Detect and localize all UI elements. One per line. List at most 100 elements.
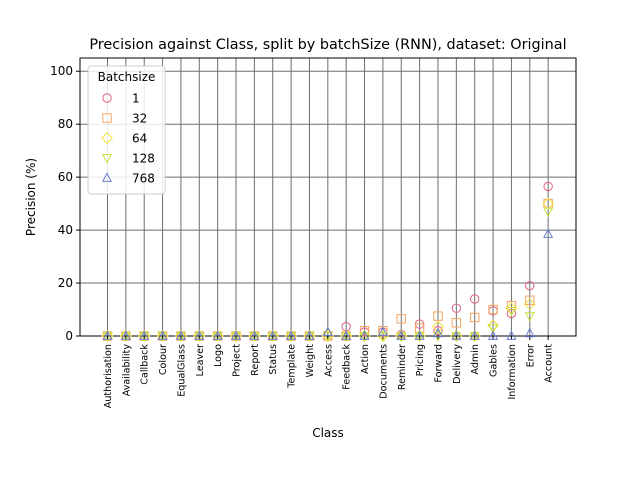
data-point-128 bbox=[120, 332, 131, 342]
data-point-768 bbox=[286, 330, 297, 340]
x-tick-label: Template bbox=[287, 344, 298, 389]
x-tick-label: Information bbox=[507, 344, 518, 400]
x-tick-label: Authorisation bbox=[103, 344, 114, 408]
data-point-768 bbox=[414, 330, 425, 340]
x-axis-label: Class bbox=[312, 426, 344, 440]
data-point-1 bbox=[543, 181, 553, 192]
data-point-768 bbox=[175, 330, 186, 340]
data-point-128 bbox=[194, 332, 205, 342]
x-tick-label: Colour bbox=[158, 344, 169, 375]
data-point-128 bbox=[377, 332, 388, 342]
x-tick-label: Pricing bbox=[415, 344, 426, 376]
data-point-128 bbox=[286, 332, 297, 342]
data-point-768 bbox=[194, 330, 205, 340]
x-tick-label: EqualGlass bbox=[176, 344, 187, 397]
data-point-768 bbox=[432, 327, 444, 338]
data-point-768 bbox=[230, 330, 242, 340]
data-point-768 bbox=[396, 330, 407, 340]
data-point-128 bbox=[212, 332, 223, 342]
data-point-64 bbox=[432, 320, 444, 333]
data-point-768 bbox=[157, 330, 168, 340]
data-point-32 bbox=[488, 304, 498, 315]
legend-label: 1 bbox=[132, 92, 140, 106]
data-point-128 bbox=[102, 332, 113, 342]
data-point-128 bbox=[230, 332, 242, 342]
x-tick-label: Feedback bbox=[342, 344, 353, 390]
legend: Batchsize 1 32 64 128 768 bbox=[87, 65, 166, 195]
data-point-1 bbox=[451, 303, 462, 313]
data-point-128 bbox=[359, 332, 370, 342]
data-point-768 bbox=[488, 330, 499, 340]
data-point-768 bbox=[506, 330, 517, 340]
x-tick-label: Action bbox=[360, 344, 371, 374]
data-point-32 bbox=[433, 311, 443, 321]
data-point-768 bbox=[341, 330, 352, 340]
data-point-64 bbox=[505, 302, 518, 315]
x-tick-label: Account bbox=[544, 344, 555, 383]
legend-marker-768 bbox=[101, 172, 113, 182]
data-point-768 bbox=[377, 326, 388, 336]
data-point-1 bbox=[433, 326, 443, 336]
data-point-128 bbox=[396, 332, 407, 342]
chart-title: Precision against Class, split by batchS… bbox=[89, 37, 566, 53]
data-point-768 bbox=[451, 330, 462, 340]
x-tick-label: Weight bbox=[305, 344, 316, 378]
y-axis-label: Precision (%) bbox=[24, 158, 38, 236]
data-point-128 bbox=[322, 332, 333, 342]
data-point-128 bbox=[341, 332, 352, 342]
data-point-32 bbox=[506, 300, 517, 311]
data-point-128 bbox=[175, 332, 186, 342]
data-point-64 bbox=[523, 298, 536, 311]
data-point-128 bbox=[451, 332, 462, 342]
data-point-768 bbox=[322, 326, 333, 336]
data-point-32 bbox=[525, 295, 535, 305]
y-tick-label: 20 bbox=[58, 276, 73, 290]
x-tick-label: Status bbox=[268, 344, 279, 375]
x-tick-label: Access bbox=[323, 344, 334, 377]
y-tick-label: 0 bbox=[65, 329, 73, 343]
data-point-768 bbox=[304, 330, 315, 340]
data-point-128 bbox=[139, 332, 150, 342]
legend-marker-128 bbox=[101, 154, 113, 164]
legend-title: Batchsize bbox=[98, 70, 156, 84]
legend-marker-32 bbox=[102, 113, 112, 123]
x-tick-label: Documents bbox=[378, 344, 389, 399]
data-point-128 bbox=[157, 332, 168, 342]
data-point-768 bbox=[469, 330, 480, 340]
data-point-128 bbox=[267, 332, 278, 342]
data-point-1 bbox=[525, 280, 535, 291]
x-tick-label: Forward bbox=[433, 344, 444, 383]
x-tick-label: Admin bbox=[470, 344, 481, 375]
legend-label: 128 bbox=[132, 152, 155, 166]
x-tick-label: Leaver bbox=[195, 344, 206, 377]
data-point-768 bbox=[120, 330, 131, 340]
x-tick-label: Error bbox=[525, 344, 536, 367]
data-point-128 bbox=[304, 332, 315, 342]
data-point-32 bbox=[470, 312, 480, 323]
x-tick-label: Report bbox=[250, 344, 261, 376]
x-tick-label: Project bbox=[232, 344, 243, 377]
data-point-32 bbox=[396, 314, 406, 324]
data-point-768 bbox=[359, 330, 370, 340]
data-point-32 bbox=[359, 326, 370, 336]
data-point-768 bbox=[102, 330, 113, 340]
legend-label: 64 bbox=[132, 132, 147, 146]
legend-marker-1 bbox=[102, 93, 112, 103]
legend-marker-64 bbox=[101, 132, 113, 144]
data-point-768 bbox=[543, 228, 554, 238]
data-point-32 bbox=[451, 318, 462, 328]
data-point-128 bbox=[469, 332, 480, 342]
x-tick-label: Reminder bbox=[397, 344, 408, 390]
y-tick-label: 80 bbox=[58, 117, 73, 131]
y-tick-label: 40 bbox=[58, 223, 73, 237]
data-point-128 bbox=[249, 332, 260, 342]
legend-label: 768 bbox=[132, 172, 155, 186]
data-point-128 bbox=[488, 324, 499, 334]
data-point-128 bbox=[414, 332, 425, 342]
data-point-768 bbox=[524, 327, 535, 338]
x-tick-label: Callback bbox=[140, 344, 151, 385]
data-point-64 bbox=[542, 197, 555, 210]
data-point-768 bbox=[212, 330, 223, 340]
data-point-1 bbox=[470, 294, 480, 304]
